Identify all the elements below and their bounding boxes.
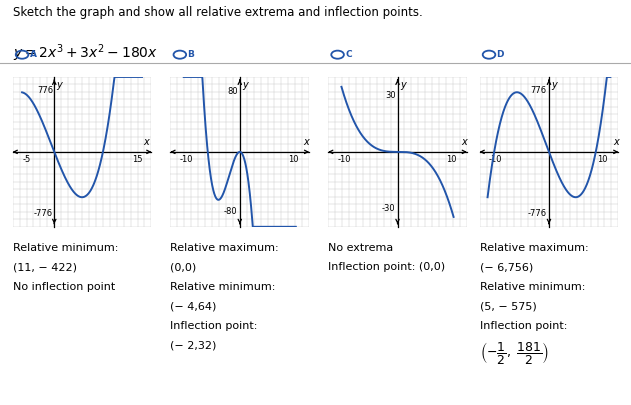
- Text: y: y: [551, 80, 558, 90]
- Text: -10: -10: [338, 155, 351, 164]
- Text: x: x: [613, 136, 618, 147]
- Text: x: x: [304, 136, 309, 147]
- Text: -776: -776: [34, 209, 53, 217]
- Text: Relative minimum:: Relative minimum:: [480, 282, 585, 292]
- Text: Relative minimum:: Relative minimum:: [170, 282, 276, 292]
- Text: 15: 15: [133, 155, 143, 164]
- Text: B: B: [187, 50, 194, 59]
- Text: x: x: [461, 136, 467, 147]
- Text: -80: -80: [224, 207, 238, 216]
- Text: 776: 776: [531, 86, 547, 95]
- Text: -10: -10: [489, 155, 502, 164]
- Text: (5, − 575): (5, − 575): [480, 301, 536, 311]
- Text: (− 4,64): (− 4,64): [170, 301, 216, 311]
- Text: 10: 10: [597, 155, 608, 164]
- Text: Inflection point:: Inflection point:: [480, 321, 567, 331]
- Text: Inflection point: (0,0): Inflection point: (0,0): [328, 262, 445, 273]
- Text: D: D: [497, 50, 504, 59]
- Text: (− 6,756): (− 6,756): [480, 262, 533, 273]
- Text: y: y: [400, 80, 406, 90]
- Text: Inflection point:: Inflection point:: [170, 321, 257, 331]
- Text: Relative maximum:: Relative maximum:: [480, 243, 588, 253]
- Text: -5: -5: [22, 155, 31, 164]
- Text: 10: 10: [445, 155, 456, 164]
- Text: 776: 776: [37, 86, 53, 95]
- Text: A: A: [30, 50, 37, 59]
- Text: Sketch the graph and show all relative extrema and inflection points.: Sketch the graph and show all relative e…: [13, 6, 422, 19]
- Text: y: y: [242, 80, 249, 90]
- Text: x: x: [144, 136, 150, 147]
- Text: (− 2,32): (− 2,32): [170, 340, 216, 350]
- Text: -30: -30: [382, 204, 396, 213]
- Text: (11, − 422): (11, − 422): [13, 262, 76, 273]
- Text: y: y: [56, 80, 62, 90]
- Text: $\left(-\dfrac{1}{2},\;\dfrac{181}{2}\right)$: $\left(-\dfrac{1}{2},\;\dfrac{181}{2}\ri…: [480, 340, 548, 366]
- Text: 10: 10: [288, 155, 298, 164]
- Text: $y = 2x^3 + 3x^2 - 180x$: $y = 2x^3 + 3x^2 - 180x$: [13, 43, 158, 64]
- Text: -776: -776: [528, 209, 547, 217]
- Text: Relative maximum:: Relative maximum:: [170, 243, 279, 253]
- Text: (0,0): (0,0): [170, 262, 197, 273]
- Text: No inflection point: No inflection point: [13, 282, 115, 292]
- Text: C: C: [345, 50, 351, 59]
- Text: 30: 30: [385, 91, 396, 100]
- Text: 80: 80: [227, 87, 238, 96]
- Text: -10: -10: [180, 155, 193, 164]
- Text: No extrema: No extrema: [328, 243, 393, 253]
- Text: Relative minimum:: Relative minimum:: [13, 243, 118, 253]
